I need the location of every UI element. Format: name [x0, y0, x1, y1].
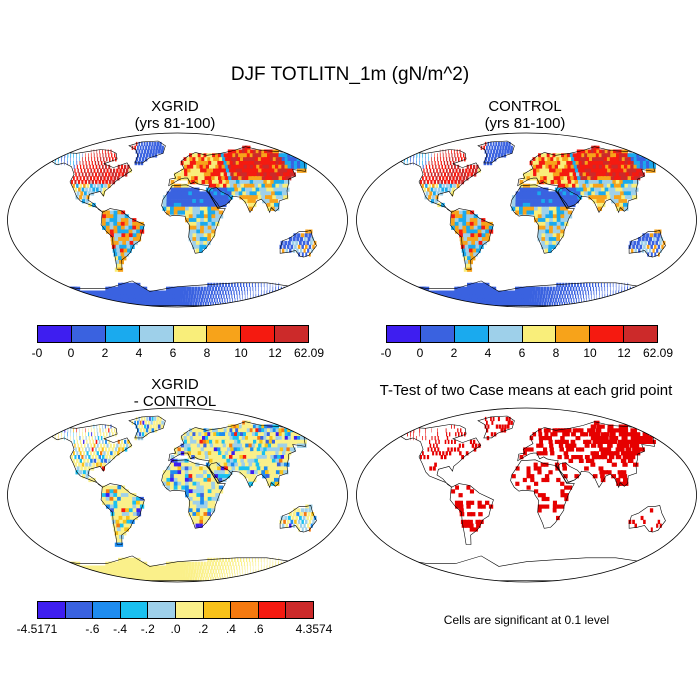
- colorbar-tick-label: -0: [31, 346, 43, 360]
- panel-title-line2: (yrs 81-100): [134, 115, 216, 132]
- colorbar-swatch: [105, 326, 140, 342]
- map-control: [356, 132, 697, 308]
- colorbar-swatch: [71, 326, 106, 342]
- panel-title-line1: XGRID: [151, 98, 199, 115]
- colorbar-swatch: [175, 602, 204, 618]
- colorbar-tick-label: .0: [170, 622, 181, 636]
- colorbar-swatch: [590, 326, 625, 342]
- colorbar-swatch: [286, 602, 313, 618]
- colorbar-swatch: [522, 326, 557, 342]
- colorbar-swatch: [173, 326, 208, 342]
- panel-title-ttest: T-Test of two Case means at each grid po…: [356, 382, 696, 399]
- colorbar-swatch: [207, 326, 242, 342]
- panel-title-difference: XGRID - CONTROL: [70, 376, 280, 410]
- colorbar-swatch: [203, 602, 232, 618]
- panel-title-line2: (yrs 81-100): [484, 115, 566, 132]
- colorbar-tick-label: .2: [198, 622, 209, 636]
- colorbar-tick-label: 12: [268, 346, 282, 360]
- colorbar-tick-label: -4.5171: [16, 622, 58, 636]
- colorbar-tick-label: 10: [234, 346, 248, 360]
- map-border: [356, 407, 697, 583]
- ttest-note: Cells are significant at 0.1 level: [443, 613, 610, 627]
- colorbar-tick-label: 4.3574: [295, 622, 333, 636]
- figure-title: DJF TOTLITN_1m (gN/m^2): [230, 64, 470, 85]
- colorbar-swatch: [38, 326, 72, 342]
- colorbar-xgrid: [37, 325, 309, 343]
- colorbar-difference: [37, 601, 314, 619]
- colorbar-tick-label: 4: [135, 346, 143, 360]
- colorbar-swatch: [387, 326, 421, 342]
- map-border: [7, 407, 348, 583]
- colorbar-tick-label: 10: [583, 346, 597, 360]
- colorbar-tick-label: 8: [203, 346, 211, 360]
- colorbar-tick-label: .4: [225, 622, 236, 636]
- colorbar-tick-label: -.2: [140, 622, 155, 636]
- colorbar-swatch: [258, 602, 287, 618]
- colorbar-swatch: [241, 326, 276, 342]
- colorbar-swatch: [38, 602, 66, 618]
- colorbar-tick-label: -.4: [113, 622, 128, 636]
- colorbar-tick-label: 12: [617, 346, 631, 360]
- colorbar-swatch: [231, 602, 259, 618]
- colorbar-tick-label: 8: [552, 346, 560, 360]
- map-border: [356, 132, 697, 308]
- map-difference: [7, 407, 348, 583]
- colorbar-control: [386, 325, 658, 343]
- panel-title-line1: T-Test of two Case means at each grid po…: [379, 382, 673, 399]
- colorbar-tick-label: -.6: [85, 622, 100, 636]
- colorbar-tick-label: 62.09: [293, 346, 325, 360]
- colorbar-swatch: [624, 326, 657, 342]
- panel-title-control: CONTROL (yrs 81-100): [420, 98, 630, 132]
- map-ttest: [356, 407, 697, 583]
- colorbar-swatch: [488, 326, 523, 342]
- map-xgrid: [7, 132, 348, 308]
- panel-title-line1: CONTROL: [488, 98, 562, 115]
- colorbar-swatch: [139, 326, 174, 342]
- colorbar-tick-label: .6: [253, 622, 264, 636]
- colorbar-swatch: [93, 602, 121, 618]
- colorbar-swatch: [454, 326, 489, 342]
- colorbar-swatch: [420, 326, 455, 342]
- colorbar-swatch: [65, 602, 94, 618]
- panel-title-line1: XGRID: [151, 376, 199, 393]
- map-border: [7, 132, 348, 308]
- colorbar-tick-label: 62.09: [642, 346, 674, 360]
- colorbar-tick-label: 6: [518, 346, 526, 360]
- colorbar-tick-label: 0: [67, 346, 75, 360]
- map-cells: [392, 141, 666, 307]
- colorbar-swatch: [556, 326, 591, 342]
- panel-title-xgrid: XGRID (yrs 81-100): [70, 98, 280, 132]
- colorbar-swatch: [120, 602, 149, 618]
- colorbar-swatch: [275, 326, 308, 342]
- colorbar-tick-label: 2: [450, 346, 458, 360]
- colorbar-tick-label: 6: [169, 346, 177, 360]
- colorbar-tick-label: 2: [101, 346, 109, 360]
- colorbar-swatch: [148, 602, 176, 618]
- panel-title-line2: - CONTROL: [133, 393, 217, 410]
- colorbar-tick-label: 4: [484, 346, 492, 360]
- colorbar-tick-label: -0: [380, 346, 392, 360]
- colorbar-tick-label: 0: [416, 346, 424, 360]
